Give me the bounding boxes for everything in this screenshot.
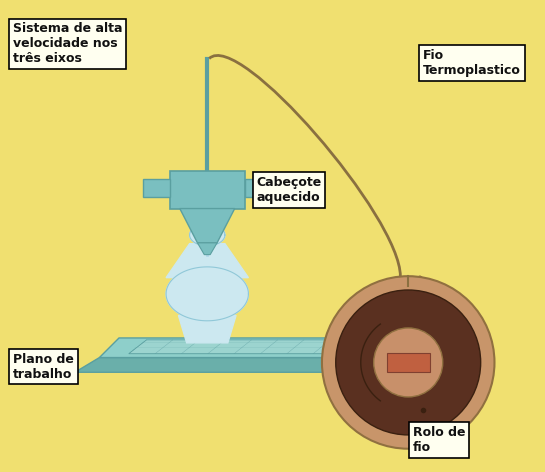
Text: Sistema de alta
velocidade nos
três eixos: Sistema de alta velocidade nos três eixo…: [13, 22, 123, 65]
Circle shape: [322, 276, 494, 449]
Polygon shape: [190, 224, 225, 246]
Circle shape: [374, 328, 443, 397]
Polygon shape: [180, 209, 235, 243]
Polygon shape: [197, 243, 217, 254]
Text: Cabeçote
aquecido: Cabeçote aquecido: [256, 176, 322, 204]
Polygon shape: [166, 267, 249, 321]
Text: Fio
Termoplastico: Fio Termoplastico: [423, 49, 521, 77]
Polygon shape: [129, 340, 356, 354]
Bar: [143, 179, 170, 197]
Text: Plano de
trabalho: Plano de trabalho: [13, 353, 74, 380]
Bar: [386, 353, 430, 372]
Circle shape: [336, 290, 481, 435]
Polygon shape: [75, 358, 354, 372]
Polygon shape: [178, 315, 236, 343]
Polygon shape: [166, 244, 249, 278]
Text: Rolo de
fio: Rolo de fio: [413, 426, 465, 454]
Ellipse shape: [409, 276, 431, 449]
Bar: [245, 179, 272, 197]
Bar: [170, 171, 245, 209]
Polygon shape: [99, 338, 374, 358]
